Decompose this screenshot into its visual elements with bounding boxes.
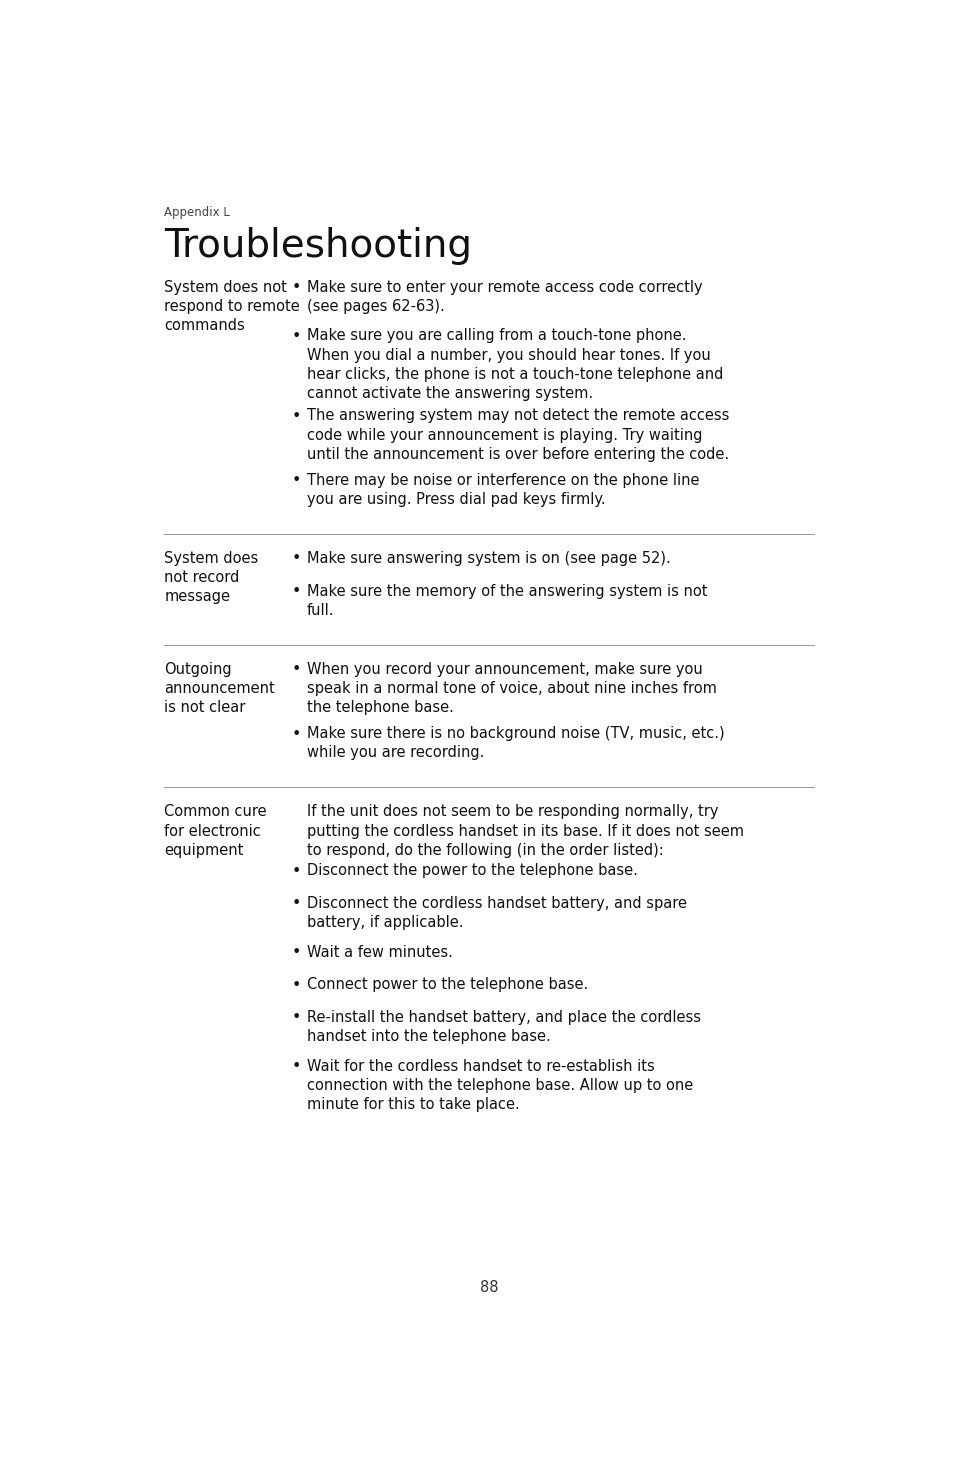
Text: 88: 88 [479,1279,497,1295]
Text: •: • [291,864,300,879]
Text: •: • [291,662,300,677]
Text: Appendix L: Appendix L [164,206,230,219]
Text: Troubleshooting: Troubleshooting [164,228,472,265]
Text: System does
not record
message: System does not record message [164,551,258,605]
Text: If the unit does not seem to be responding normally, try
putting the cordless ha: If the unit does not seem to be respondi… [307,804,743,858]
Text: •: • [291,409,300,424]
Text: Disconnect the cordless handset battery, and spare
battery, if applicable.: Disconnect the cordless handset battery,… [307,896,686,930]
Text: Common cure
for electronic
equipment: Common cure for electronic equipment [164,804,267,858]
Text: •: • [291,584,300,599]
Text: •: • [291,977,300,992]
Text: •: • [291,896,300,911]
Text: Wait for the cordless handset to re-establish its
connection with the telephone : Wait for the cordless handset to re-esta… [307,1058,692,1111]
Text: •: • [291,280,300,296]
Text: When you record your announcement, make sure you
speak in a normal tone of voice: When you record your announcement, make … [307,662,716,715]
Text: Connect power to the telephone base.: Connect power to the telephone base. [307,977,587,992]
Text: Outgoing
announcement
is not clear: Outgoing announcement is not clear [164,662,274,715]
Text: Disconnect the power to the telephone base.: Disconnect the power to the telephone ba… [307,863,637,879]
Text: Make sure the memory of the answering system is not
full.: Make sure the memory of the answering sy… [307,584,706,618]
Text: There may be noise or interference on the phone line
you are using. Press dial p: There may be noise or interference on th… [307,473,699,506]
Text: Make sure to enter your remote access code correctly
(see pages 62-63).: Make sure to enter your remote access co… [307,280,701,314]
Text: Make sure there is no background noise (TV, music, etc.)
while you are recording: Make sure there is no background noise (… [307,726,723,761]
Text: Make sure answering system is on (see page 52).: Make sure answering system is on (see pa… [307,551,670,565]
Text: The answering system may not detect the remote access
code while your announceme: The answering system may not detect the … [307,408,728,462]
Text: •: • [291,473,300,489]
Text: Wait a few minutes.: Wait a few minutes. [307,945,453,960]
Text: •: • [291,328,300,344]
Text: Re-install the handset battery, and place the cordless
handset into the telephon: Re-install the handset battery, and plac… [307,1010,700,1044]
Text: •: • [291,1010,300,1026]
Text: •: • [291,1058,300,1075]
Text: •: • [291,945,300,960]
Text: System does not
respond to remote
commands: System does not respond to remote comman… [164,280,299,333]
Text: •: • [291,552,300,567]
Text: •: • [291,727,300,742]
Text: Make sure you are calling from a touch-tone phone.
When you dial a number, you s: Make sure you are calling from a touch-t… [307,328,722,400]
